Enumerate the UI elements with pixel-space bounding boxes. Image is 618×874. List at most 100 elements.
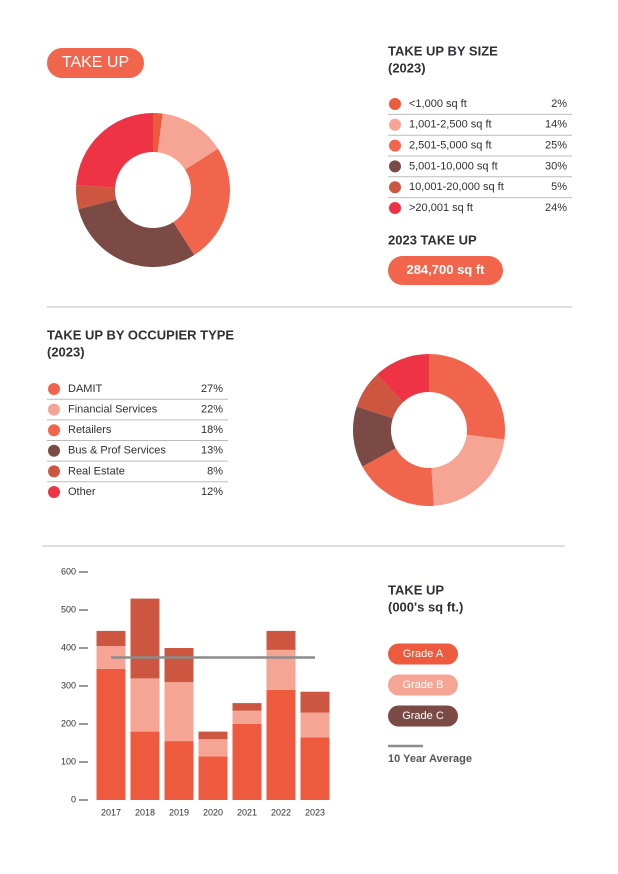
bar-segment: [198, 731, 228, 740]
legend-swatch: [389, 160, 401, 173]
legend-value: 25%: [545, 140, 567, 152]
legend-value: 27%: [201, 383, 223, 395]
bar-segment: [266, 649, 296, 690]
legend-label: Grade A: [403, 648, 444, 660]
legend-label: 2,501-5,000 sq ft: [409, 140, 492, 152]
bar-segment: [130, 678, 160, 732]
legend-swatch: [389, 98, 401, 110]
legend-swatch: [389, 118, 401, 131]
bar-segment: [266, 689, 296, 800]
legend-pill: [388, 705, 458, 727]
donut-slice: [353, 406, 396, 467]
legend-swatch: [48, 465, 60, 478]
legend-value: 8%: [207, 465, 223, 477]
x-tick-label: 2023: [305, 807, 325, 817]
bar-segment: [232, 710, 262, 724]
donut-slice: [362, 448, 434, 506]
bar-segment: [300, 712, 330, 738]
legend-value: 5%: [551, 181, 567, 193]
y-tick-label: 0: [71, 794, 76, 804]
legend-pill: [388, 674, 458, 696]
legend-value: 24%: [545, 202, 567, 214]
legend-label: DAMIT: [68, 383, 103, 395]
legend-label: Bus & Prof Services: [68, 445, 166, 457]
bar-segment: [198, 756, 228, 800]
y-tick-label: 300: [61, 680, 76, 690]
y-tick-label: 600: [61, 566, 76, 576]
bar-segment: [232, 703, 262, 711]
legend-value: 18%: [201, 424, 223, 436]
donut-slice: [76, 113, 153, 188]
legend-label: Retailers: [68, 424, 112, 436]
legend-pill: [388, 643, 458, 665]
legend-average-label: 10 Year Average: [388, 753, 472, 765]
x-tick-label: 2017: [101, 807, 121, 817]
donut-slice: [376, 354, 429, 403]
chart-title: TAKE UP BY OCCUPIER TYPE: [47, 327, 234, 342]
bar-segment: [232, 724, 262, 800]
legend-value: 2%: [551, 98, 567, 110]
legend-label: >20,001 sq ft: [409, 202, 473, 214]
legend-swatch: [48, 444, 60, 457]
bar-segment: [96, 630, 126, 647]
x-tick-label: 2020: [203, 807, 223, 817]
x-tick-label: 2022: [271, 807, 291, 817]
legend-value: 22%: [201, 404, 223, 416]
x-tick-label: 2019: [169, 807, 189, 817]
y-tick-label: 400: [61, 642, 76, 652]
legend-label: Other: [68, 486, 96, 498]
donut-slice: [157, 113, 219, 170]
total-title: 2023 TAKE UP: [388, 232, 477, 247]
bar-segment: [300, 691, 330, 713]
chart-subtitle: (2023): [47, 344, 85, 359]
donut-slice: [173, 148, 230, 256]
total-value: 284,700 sq ft: [406, 262, 485, 277]
bar-segment: [96, 668, 126, 800]
bar-segment: [266, 630, 296, 650]
legend-value: 14%: [545, 119, 567, 131]
bar-segment: [164, 648, 194, 683]
legend-value: 12%: [201, 486, 223, 498]
legend-swatch: [48, 486, 60, 498]
legend-label: <1,000 sq ft: [409, 98, 467, 110]
legend-label: Real Estate: [68, 465, 125, 477]
badge: TAKE UP: [62, 54, 129, 71]
donut-slice: [356, 374, 403, 419]
y-tick-label: 500: [61, 604, 76, 614]
donut-slice: [431, 434, 505, 506]
legend-swatch: [389, 139, 401, 152]
bar-segment: [198, 739, 228, 757]
badge-pill: [47, 48, 144, 78]
bar-segment: [300, 737, 330, 800]
donut-slice: [429, 354, 506, 440]
chart-title: TAKE UP: [388, 582, 444, 597]
bar-segment: [164, 741, 194, 800]
y-tick-label: 200: [61, 718, 76, 728]
legend-label: 5,001-10,000 sq ft: [409, 160, 498, 172]
legend-label: Financial Services: [68, 404, 158, 416]
y-tick-label: 100: [61, 756, 76, 766]
legend-label: Grade B: [403, 679, 444, 691]
chart-subtitle: (2023): [388, 60, 426, 75]
legend-label: Grade C: [402, 710, 444, 722]
legend-swatch: [389, 181, 401, 194]
legend-swatch: [389, 202, 401, 214]
legend-swatch: [48, 424, 60, 437]
donut-slice: [153, 113, 163, 153]
x-tick-label: 2021: [237, 807, 257, 817]
legend-value: 30%: [545, 160, 567, 172]
x-tick-label: 2018: [135, 807, 155, 817]
legend-label: 10,001-20,000 sq ft: [409, 181, 504, 193]
bar-segment: [164, 682, 194, 742]
legend-swatch: [48, 403, 60, 416]
legend-label: 1,001-2,500 sq ft: [409, 119, 492, 131]
legend-swatch: [48, 383, 60, 395]
bar-segment: [130, 731, 160, 800]
bar-segment: [130, 598, 160, 679]
chart-title: TAKE UP BY SIZE: [388, 43, 498, 58]
legend-value: 13%: [201, 445, 223, 457]
donut-slice: [78, 199, 195, 268]
donut-slice: [76, 185, 117, 210]
total-pill: [388, 256, 503, 285]
